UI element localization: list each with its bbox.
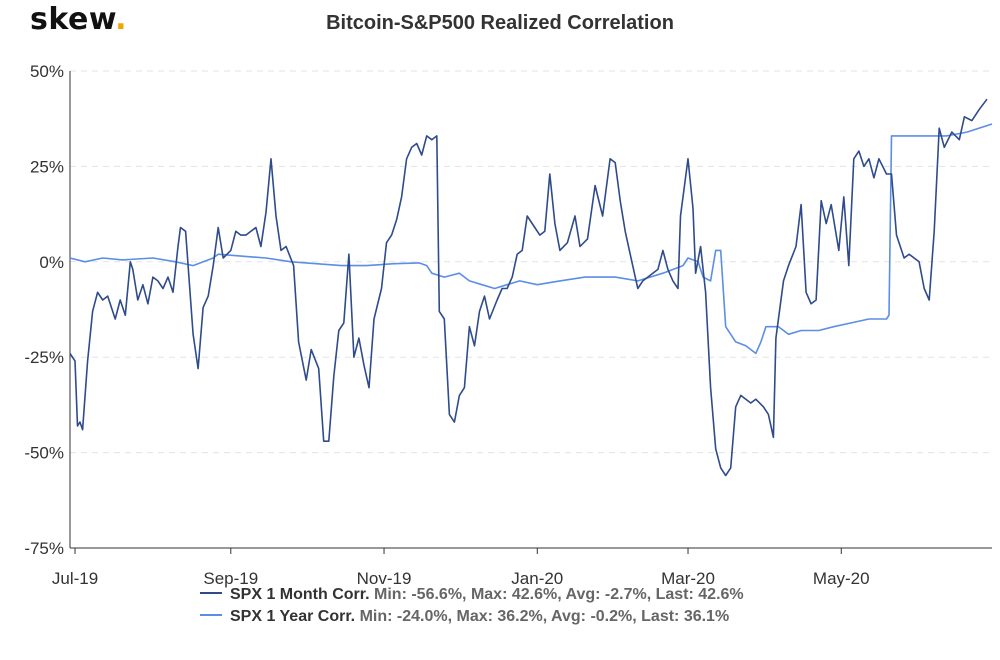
y-tick-label: -50%	[24, 444, 64, 463]
legend-series-stats: Min: -24.0%, Max: 36.2%, Avg: -0.2%, Las…	[359, 608, 730, 625]
y-tick-label: 0%	[39, 253, 64, 272]
series-line-1-month	[69, 98, 988, 477]
logo-text: skew	[30, 2, 116, 37]
legend-series-name: SPX 1 Year Corr.	[230, 608, 356, 625]
legend-item-1-year[interactable]: SPX 1 Year Corr. Min: -24.0%, Max: 36.2%…	[200, 608, 729, 626]
x-tick-label: May-20	[813, 569, 870, 588]
chart-title: Bitcoin-S&P500 Realized Correlation	[326, 12, 674, 34]
x-tick-label: Mar-20	[661, 569, 715, 588]
x-tick-label: Jul-19	[52, 569, 98, 588]
x-tick-label: Nov-19	[357, 569, 412, 588]
legend-series-name: SPX 1 Month Corr.	[230, 586, 370, 603]
y-tick-label: -25%	[24, 348, 64, 367]
legend-series-stats: Min: -56.6%, Max: 42.6%, Avg: -2.7%, Las…	[374, 586, 744, 603]
logo-dot: .	[115, 2, 128, 37]
y-tick-label: -75%	[24, 539, 64, 558]
legend-swatch-1-month	[200, 591, 222, 594]
y-tick-label: 50%	[30, 62, 64, 81]
x-tick-label: Sep-19	[203, 569, 258, 588]
x-tick-label: Jan-20	[511, 569, 563, 588]
y-tick-label: 25%	[30, 157, 64, 176]
legend-item-1-month[interactable]: SPX 1 Month Corr. Min: -56.6%, Max: 42.6…	[200, 586, 744, 604]
series-line-1-year	[69, 123, 993, 355]
legend-swatch-1-year	[200, 613, 222, 616]
skew-logo: skew.	[30, 2, 127, 37]
